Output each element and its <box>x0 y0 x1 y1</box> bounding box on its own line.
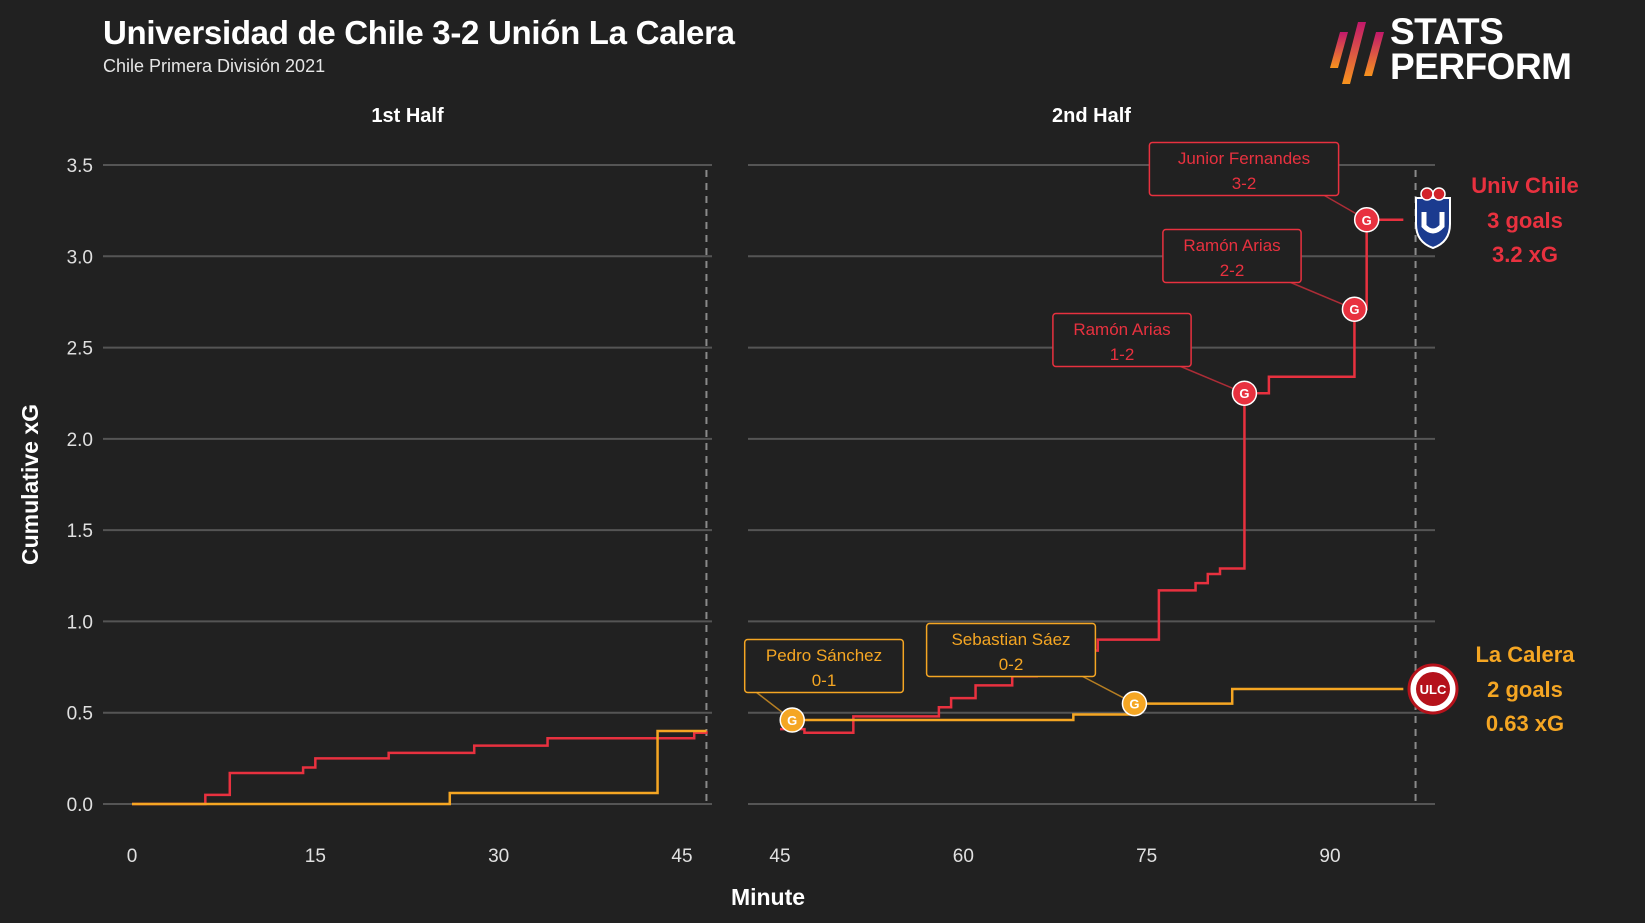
goal-scorer-label: Ramón Arias <box>1073 320 1170 339</box>
y-tick-label: 1.0 <box>67 612 93 633</box>
goal-marker <box>1121 690 1148 717</box>
goal-score-label: 1-2 <box>1110 345 1135 364</box>
y-tick-label: 3.0 <box>67 247 93 268</box>
stats-perform-stripes-icon <box>1330 22 1384 84</box>
crest-letter-u <box>1421 212 1445 234</box>
x-tick-label: 45 <box>671 846 692 867</box>
page-title: Universidad de Chile 3-2 Unión La Calera <box>103 14 735 51</box>
goal-score-label: 2-2 <box>1220 261 1245 280</box>
y-tick-label: 0.5 <box>67 704 93 725</box>
goal-score-label: 0-1 <box>812 671 837 690</box>
goal-marker <box>1353 207 1380 233</box>
goal-marker-label: G <box>1362 213 1372 228</box>
goal-annotation-box <box>1162 228 1302 284</box>
goal-marker-label: G <box>1349 302 1359 317</box>
stats-perform-logo: STATS PERFORM <box>1320 11 1580 90</box>
goal-marker <box>779 707 805 733</box>
page-subtitle: Chile Primera División 2021 <box>103 56 326 76</box>
x-tick-label: 45 <box>769 846 790 867</box>
universidad-de-chile-crest-icon <box>1415 187 1451 250</box>
brand-line-1: STATS <box>1390 11 1504 52</box>
x-tick-label: 90 <box>1319 846 1340 867</box>
goal-marker-label: G <box>787 713 797 728</box>
y-tick-label: 2.5 <box>67 339 93 360</box>
goal-marker-label: G <box>1239 386 1249 401</box>
x-tick-label: 60 <box>953 846 974 867</box>
brand-line-2: PERFORM <box>1390 46 1572 87</box>
goal-scorer-label: Pedro Sánchez <box>766 646 882 665</box>
panel-title: 1st Half <box>371 105 444 127</box>
crest-inner <box>1416 672 1450 706</box>
end-label-line: La Calera <box>1475 642 1575 667</box>
crest-shield <box>1415 197 1451 250</box>
end-label-line: 2 goals <box>1487 677 1563 702</box>
x-tick-label: 75 <box>1136 846 1157 867</box>
y-axis-label: Cumulative xG <box>17 404 43 565</box>
away-xg-line <box>132 729 707 806</box>
x-tick-label: 0 <box>127 846 138 867</box>
panel-first-half: 1st Half 0 15 30 45 <box>103 105 712 867</box>
home-xg-line <box>132 730 708 806</box>
x-axis-label: Minute <box>731 884 805 910</box>
panel-title: 2nd Half <box>1052 105 1131 127</box>
end-label-line: 3.2 xG <box>1492 242 1558 267</box>
goal-annotation-box <box>1052 312 1192 368</box>
panel-second-half: 2nd Half 45 60 75 90 <box>748 105 1435 867</box>
goal-scorer-label: Sebastian Sáez <box>951 630 1070 649</box>
end-label-line: 0.63 xG <box>1486 711 1564 736</box>
goal-annotation-box <box>925 622 1097 678</box>
crest-owl-eye <box>1420 187 1434 201</box>
x-tick-label: 30 <box>488 846 509 867</box>
home-xg-line <box>780 218 1404 735</box>
y-tick-label: 1.5 <box>67 521 93 542</box>
goal-annotation-box <box>1148 141 1340 197</box>
goal-marker-label: G <box>1129 697 1139 712</box>
goal-marker <box>1341 296 1368 322</box>
crest-text: ULC <box>1420 682 1447 697</box>
goal-marker <box>1231 380 1258 406</box>
union-la-calera-crest-icon: ULC <box>1407 663 1459 715</box>
goal-score-label: 3-2 <box>1232 174 1257 193</box>
y-tick-label: 0.0 <box>67 795 93 816</box>
y-tick-label: 2.0 <box>67 430 93 451</box>
x-tick-label: 15 <box>305 846 326 867</box>
goal-annotation-box <box>743 638 905 694</box>
goal-score-label: 0-2 <box>999 655 1024 674</box>
goal-scorer-label: Ramón Arias <box>1183 236 1280 255</box>
end-label-line: 3 goals <box>1487 208 1563 233</box>
y-tick-label: 3.5 <box>67 156 93 177</box>
end-label-line: Univ Chile <box>1471 173 1579 198</box>
crest-owl-eye <box>1432 187 1446 201</box>
goal-scorer-label: Junior Fernandes <box>1178 149 1310 168</box>
stats-perform-wordmark: STATS PERFORM <box>1390 11 1572 87</box>
